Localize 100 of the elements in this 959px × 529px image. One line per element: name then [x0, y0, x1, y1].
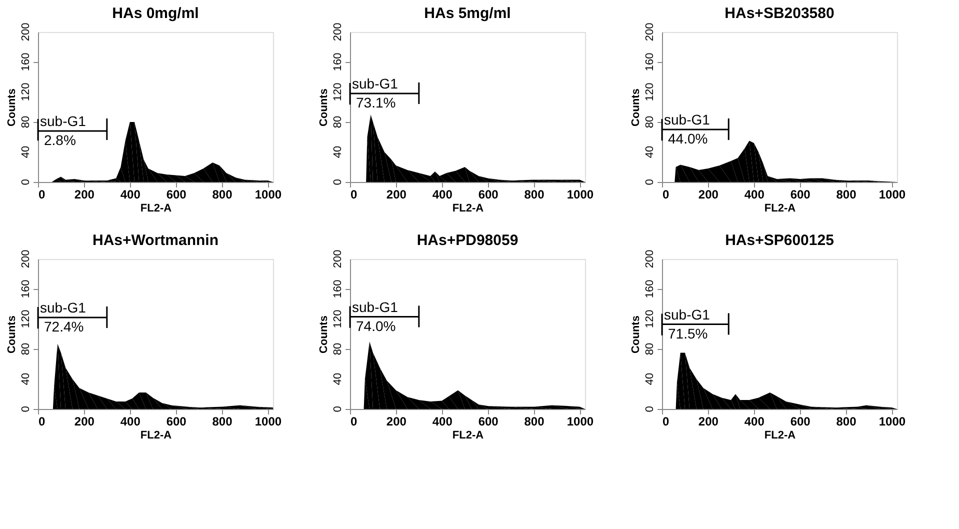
x-axis-title: FL2-A — [764, 430, 796, 442]
y-tick-label: 40 — [644, 146, 656, 158]
chart-title: HAs+Wortmannin — [92, 232, 218, 249]
y-tick-label: 120 — [332, 310, 344, 328]
annotation: 71.5% — [668, 325, 708, 342]
x-tick-label: 1000 — [878, 188, 906, 202]
y-tick-label: 40 — [332, 146, 344, 158]
annotation: sub-G1 — [352, 298, 398, 315]
y-tick-label: 160 — [644, 52, 656, 72]
x-axis-title: FL2-A — [764, 202, 796, 214]
x-tick-label: 600 — [478, 188, 499, 202]
y-tick-label: 0 — [20, 406, 32, 412]
y-axis-title: Counts — [6, 316, 18, 354]
x-tick-label: 800 — [212, 414, 233, 428]
x-tick-label: 600 — [790, 414, 811, 428]
x-tick-label: 200 — [698, 414, 719, 428]
x-tick-label: 200 — [386, 188, 407, 202]
y-tick-label: 200 — [332, 250, 344, 268]
annotation: 72.4% — [44, 318, 84, 334]
x-tick-label: 800 — [836, 414, 857, 428]
x-tick-label: 800 — [524, 188, 545, 202]
x-tick-label: 200 — [698, 188, 719, 202]
y-tick-label: 120 — [644, 82, 656, 102]
annotation: sub-G1 — [40, 113, 86, 129]
y-tick-label: 0 — [332, 178, 344, 186]
x-tick-label: 1000 — [254, 414, 282, 428]
annotation: 74.0% — [356, 318, 396, 334]
x-tick-label: 0 — [662, 414, 670, 428]
y-tick-label: 0 — [644, 178, 656, 186]
x-tick-label: 800 — [212, 188, 233, 202]
y-tick-label: 200 — [644, 250, 656, 268]
y-tick-label: 160 — [644, 280, 656, 298]
y-axis-title: Counts — [630, 316, 642, 354]
x-tick-label: 600 — [166, 414, 187, 428]
y-tick-label: 160 — [332, 280, 344, 298]
x-tick-label: 1000 — [878, 414, 906, 428]
x-tick-label: 600 — [478, 414, 499, 428]
annotation: 73.1% — [356, 94, 396, 110]
y-axis-title: Counts — [6, 88, 18, 126]
y-axis-title: Counts — [318, 88, 330, 126]
y-tick-label: 200 — [644, 22, 656, 42]
x-tick-label: 1000 — [566, 414, 594, 428]
x-axis-title: FL2-A — [140, 430, 172, 442]
y-tick-label: 0 — [20, 178, 32, 186]
y-tick-label: 200 — [20, 250, 32, 268]
x-tick-label: 400 — [432, 414, 453, 428]
y-tick-label: 40 — [20, 146, 32, 158]
x-tick-label: 1000 — [566, 188, 594, 202]
x-tick-label: 200 — [74, 188, 95, 202]
annotation: 2.8% — [44, 132, 76, 148]
x-tick-label: 800 — [836, 188, 857, 202]
y-tick-label: 0 — [644, 406, 656, 412]
annotation: 44.0% — [668, 130, 708, 146]
x-axis-title: FL2-A — [140, 202, 172, 214]
y-tick-label: 120 — [20, 310, 32, 328]
x-tick-label: 800 — [524, 414, 545, 428]
chart-title: HAs 0mg/ml — [112, 4, 199, 22]
y-tick-label: 0 — [332, 406, 344, 412]
chart-title: HAs+SP600125 — [725, 232, 834, 249]
x-tick-label: 400 — [744, 188, 765, 202]
y-tick-label: 80 — [332, 116, 344, 128]
y-axis-title: Counts — [318, 316, 330, 354]
y-tick-label: 160 — [20, 52, 32, 72]
y-tick-label: 40 — [644, 372, 656, 386]
x-tick-label: 400 — [120, 188, 141, 202]
chart-title: HAs 5mg/ml — [424, 4, 511, 22]
y-tick-label: 160 — [20, 280, 32, 298]
y-tick-label: 80 — [20, 342, 32, 356]
y-tick-label: 40 — [20, 372, 32, 386]
y-tick-label: 160 — [332, 52, 344, 72]
x-tick-label: 0 — [350, 188, 358, 202]
x-axis-title: FL2-A — [452, 202, 484, 214]
x-tick-label: 400 — [120, 414, 141, 428]
y-tick-label: 120 — [644, 310, 656, 328]
y-tick-label: 80 — [20, 116, 32, 128]
chart-title: HAs+PD98059 — [416, 232, 518, 249]
x-tick-label: 0 — [38, 188, 46, 202]
y-tick-label: 120 — [20, 82, 32, 102]
y-tick-label: 120 — [332, 82, 344, 102]
x-axis-title: FL2-A — [452, 430, 484, 442]
x-tick-label: 0 — [662, 188, 670, 202]
x-tick-label: 400 — [432, 188, 453, 202]
y-tick-label: 80 — [644, 342, 656, 356]
y-tick-label: 80 — [332, 342, 344, 356]
x-tick-label: 200 — [74, 414, 95, 428]
y-tick-label: 80 — [644, 116, 656, 128]
annotation: sub-G1 — [40, 300, 86, 316]
x-tick-label: 200 — [386, 414, 407, 428]
x-tick-label: 600 — [790, 188, 811, 202]
x-tick-label: 1000 — [254, 188, 282, 202]
x-tick-label: 400 — [744, 414, 765, 428]
y-axis-title: Counts — [630, 88, 642, 126]
annotation: sub-G1 — [664, 112, 710, 128]
annotation: sub-G1 — [352, 76, 398, 92]
chart-title: HAs+SB203580 — [724, 4, 834, 22]
x-tick-label: 0 — [350, 414, 358, 428]
annotation: sub-G1 — [664, 306, 710, 322]
y-tick-label: 200 — [332, 22, 344, 42]
x-tick-label: 0 — [38, 414, 46, 428]
x-tick-label: 600 — [166, 188, 187, 202]
